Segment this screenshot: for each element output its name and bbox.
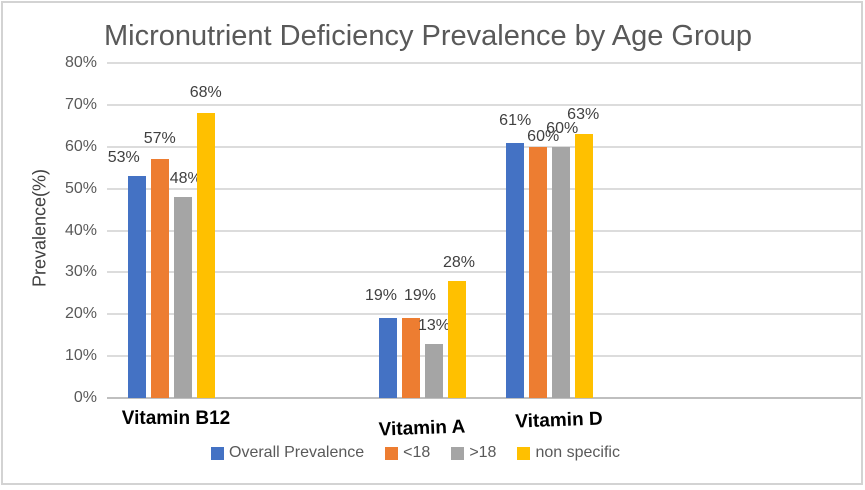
legend-swatch-icon <box>517 446 531 460</box>
data-label: 19% <box>403 287 437 305</box>
y-tick-label: 50% <box>64 179 97 197</box>
bar <box>379 318 397 398</box>
bar <box>529 146 547 398</box>
x-axis-line <box>107 397 861 399</box>
chart-title: Micronutrient Deficiency Prevalence by A… <box>104 20 752 52</box>
category-label: Vitamin D <box>515 408 603 433</box>
legend-swatch-icon <box>211 446 224 460</box>
gridline <box>107 271 861 274</box>
gridline <box>107 313 861 316</box>
legend-item: >18 <box>451 444 496 462</box>
y-tick-label: 70% <box>64 95 97 113</box>
data-label: 60% <box>527 127 560 145</box>
bar <box>151 159 169 398</box>
bar <box>552 146 570 398</box>
bar <box>448 280 466 398</box>
legend: Overall Prevalence <18 >18 non specific <box>211 443 620 463</box>
legend-item: non specific <box>517 444 620 462</box>
y-tick-label: 30% <box>64 263 97 281</box>
gridline <box>107 62 861 64</box>
gridline <box>107 145 861 148</box>
category-label: Vitamin B12 <box>121 408 231 429</box>
data-label: 63% <box>567 106 600 124</box>
bar <box>575 134 593 398</box>
bar <box>197 113 215 398</box>
y-tick-label: 40% <box>64 221 97 239</box>
legend-label: <18 <box>403 444 431 461</box>
data-label: 53% <box>107 149 140 167</box>
legend-label: non specific <box>535 444 620 461</box>
y-tick-label: 80% <box>64 54 97 71</box>
bar <box>128 176 146 398</box>
data-label: 57% <box>143 130 176 148</box>
bar <box>425 343 443 398</box>
data-label: 48% <box>169 170 202 187</box>
data-label: 60% <box>546 119 579 137</box>
gridline <box>107 103 861 106</box>
legend-label: Overall Prevalence <box>229 444 365 461</box>
legend-item: Overall Prevalence <box>211 444 364 462</box>
bar <box>174 197 192 398</box>
bar <box>506 142 524 398</box>
y-tick-label: 60% <box>64 137 97 155</box>
data-label: 19% <box>364 287 398 305</box>
y-tick-label: 20% <box>64 305 97 323</box>
legend-item: <18 <box>385 444 430 462</box>
legend-swatch-icon <box>451 446 465 460</box>
gridline <box>107 355 861 358</box>
data-label: 13% <box>417 316 451 334</box>
y-tick-label: 10% <box>64 347 97 365</box>
bar <box>402 318 420 398</box>
data-label: 61% <box>499 111 532 129</box>
y-tick-label: 0% <box>73 389 97 406</box>
legend-label: >18 <box>469 444 497 461</box>
data-label: 68% <box>189 84 222 102</box>
legend-swatch-icon <box>385 446 399 460</box>
gridline <box>107 187 861 190</box>
gridline <box>107 229 861 232</box>
data-label: 28% <box>442 253 476 271</box>
category-label: Vitamin A <box>378 416 466 441</box>
